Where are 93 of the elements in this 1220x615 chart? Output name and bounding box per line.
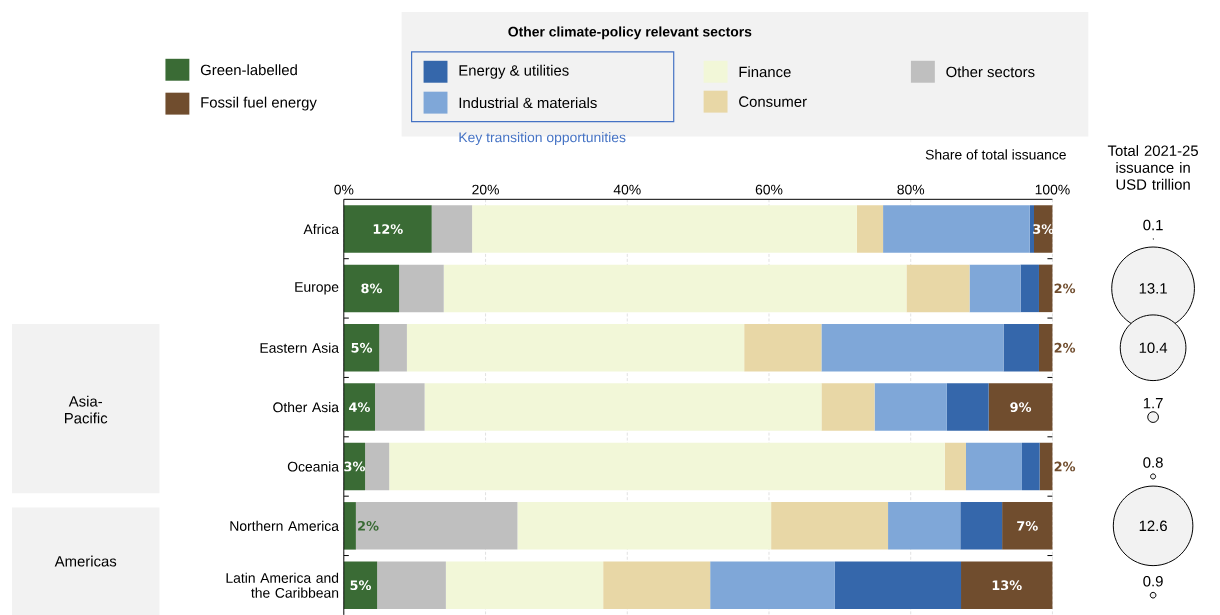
data-label: 5%	[350, 580, 372, 590]
data-label: 3%	[344, 461, 366, 472]
bar	[365, 442, 390, 491]
bar	[431, 205, 473, 253]
y-tick-label: Europe	[295, 281, 339, 295]
bar	[424, 383, 822, 431]
data-label: 12%	[373, 223, 403, 234]
bar	[389, 442, 945, 491]
data-label: 10.4	[1139, 342, 1168, 353]
x-tick-label: 100%	[1035, 184, 1070, 195]
data-label: 4%	[349, 402, 370, 412]
data-label: 2%	[1054, 342, 1076, 353]
data-label: 8%	[361, 283, 383, 294]
x-axis-title: Share of total issuance	[925, 149, 1066, 160]
data-label: 13.1	[1139, 282, 1167, 294]
bar	[1003, 323, 1039, 372]
text: Americas	[54, 555, 117, 567]
bar	[834, 561, 962, 609]
y-tick-label: Latin America and the Caribbean	[226, 572, 339, 598]
bar	[343, 205, 432, 253]
data-label: 2%	[358, 520, 379, 531]
data-label: 7%	[1017, 520, 1038, 531]
x-tick-label: 60%	[755, 184, 783, 195]
bar	[874, 383, 947, 431]
data-label: 0.1	[1143, 219, 1163, 231]
bar	[343, 264, 400, 312]
data-label: 1.7	[1143, 397, 1163, 409]
legend-label: Consumer	[739, 96, 807, 107]
bar	[1002, 501, 1053, 550]
y-tick-label: Other Asia	[273, 401, 339, 413]
data-label: 13%	[992, 580, 1022, 590]
bar	[961, 561, 1053, 609]
bar	[517, 501, 772, 550]
bar	[821, 323, 1004, 372]
legend-label: Industrial & materials	[459, 96, 597, 108]
x-tick-label: 20%	[472, 184, 499, 195]
bar	[988, 383, 1053, 431]
bar	[603, 561, 711, 609]
bar	[821, 383, 875, 431]
data-label: 9%	[1010, 402, 1032, 412]
data-label: 12.6	[1139, 520, 1167, 531]
bar	[343, 501, 356, 550]
bar	[965, 442, 1022, 491]
data-label: 0.9	[1143, 575, 1163, 587]
text: Key transition opportunities	[459, 131, 626, 145]
bar	[472, 205, 857, 253]
bar	[406, 323, 745, 372]
bar	[377, 561, 446, 609]
bar	[399, 264, 444, 312]
legend-title: Other climate-policy relevant sectors	[508, 26, 752, 40]
bar	[443, 264, 907, 312]
bar	[1038, 264, 1053, 312]
y-tick-label: Oceania	[287, 461, 339, 472]
legend-label: Fossil fuel energy	[201, 96, 317, 111]
text: Asia-Pacific	[64, 395, 108, 424]
bar	[1038, 323, 1053, 372]
legend-label: Energy & utilities	[459, 64, 569, 79]
y-tick-label: Eastern Asia	[260, 342, 339, 353]
data-label: 5%	[351, 342, 373, 353]
bar	[969, 264, 1021, 312]
bar	[744, 323, 822, 372]
y-tick-label: Northern America	[230, 520, 339, 531]
bar	[888, 501, 961, 550]
bar	[1039, 442, 1053, 491]
bar	[771, 501, 889, 550]
bar	[906, 264, 970, 312]
bar	[445, 561, 604, 609]
bar	[343, 383, 376, 431]
text: Total 2021-25 issuance in USD trillion	[1107, 144, 1198, 190]
bar	[355, 501, 518, 550]
bar	[1020, 264, 1039, 312]
bar	[944, 442, 966, 491]
x-tick-label: 80%	[897, 184, 925, 195]
bar	[1021, 442, 1040, 491]
bar	[375, 383, 425, 431]
data-label: 2%	[1054, 283, 1076, 294]
bar	[946, 383, 989, 431]
bar	[883, 205, 1030, 253]
bar	[1029, 205, 1035, 253]
data-label: 0.8	[1143, 457, 1163, 468]
data-label: 2%	[1054, 461, 1076, 472]
bar	[343, 323, 380, 372]
y-tick-label: Africa	[303, 223, 340, 234]
x-tick-label: 40%	[613, 184, 641, 195]
bar	[379, 323, 407, 372]
bar	[856, 205, 884, 253]
x-tick-label: 0%	[334, 184, 354, 195]
bar	[960, 501, 1003, 550]
legend-label: Other sectors	[946, 66, 1035, 78]
bar	[343, 561, 378, 609]
legend-label: Green-labelled	[200, 64, 297, 76]
legend-label: Finance	[739, 66, 791, 78]
bar	[710, 561, 835, 609]
